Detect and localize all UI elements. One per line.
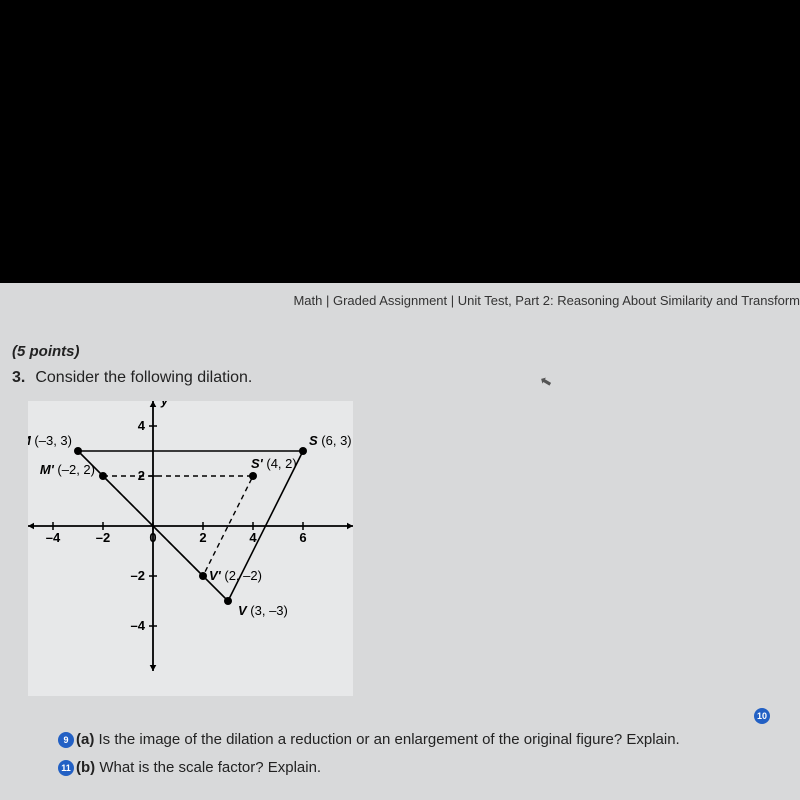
page-header: Math | Graded Assignment | Unit Test, Pa… bbox=[293, 293, 800, 308]
svg-text:–2: –2 bbox=[96, 530, 110, 545]
svg-text:0: 0 bbox=[149, 530, 156, 545]
document-page: Math | Graded Assignment | Unit Test, Pa… bbox=[0, 283, 800, 800]
svg-text:S (6, 3): S (6, 3) bbox=[309, 433, 352, 448]
svg-text:6: 6 bbox=[299, 530, 306, 545]
svg-text:y: y bbox=[160, 401, 169, 408]
svg-text:V (3, –3): V (3, –3) bbox=[238, 603, 288, 618]
mouse-cursor-icon: ⬉ bbox=[538, 372, 554, 391]
annotation-badge-10: 10 bbox=[754, 708, 770, 724]
stem-text: Consider the following dilation. bbox=[35, 369, 252, 386]
dilation-graph: –4–20246–4–224xyM (–3, 3)S (6, 3)V (3, –… bbox=[28, 401, 353, 696]
svg-text:V' (2, –2): V' (2, –2) bbox=[209, 568, 262, 583]
part-b: 11(b) What is the scale factor? Explain. bbox=[58, 759, 321, 777]
svg-text:2: 2 bbox=[199, 530, 206, 545]
part-b-label: (b) bbox=[76, 759, 95, 776]
question-stem: 3. Consider the following dilation. bbox=[12, 369, 252, 387]
part-a-text: Is the image of the dilation a reduction… bbox=[99, 731, 680, 748]
svg-text:M (–3, 3): M (–3, 3) bbox=[28, 433, 72, 448]
svg-text:4: 4 bbox=[138, 418, 146, 433]
svg-text:S' (4, 2): S' (4, 2) bbox=[251, 456, 297, 471]
svg-text:–4: –4 bbox=[131, 618, 146, 633]
part-a-label: (a) bbox=[76, 731, 94, 748]
svg-text:M' (–2, 2): M' (–2, 2) bbox=[40, 462, 95, 477]
part-b-text: What is the scale factor? Explain. bbox=[99, 759, 321, 776]
svg-text:4: 4 bbox=[249, 530, 257, 545]
part-a: 9(a) Is the image of the dilation a redu… bbox=[58, 731, 680, 749]
points-label: (5 points) bbox=[12, 343, 80, 360]
svg-text:–2: –2 bbox=[131, 568, 145, 583]
annotation-badge-9: 9 bbox=[58, 732, 74, 748]
svg-text:–4: –4 bbox=[46, 530, 61, 545]
annotation-badge-11: 11 bbox=[58, 760, 74, 776]
question-number: 3. bbox=[12, 369, 25, 386]
